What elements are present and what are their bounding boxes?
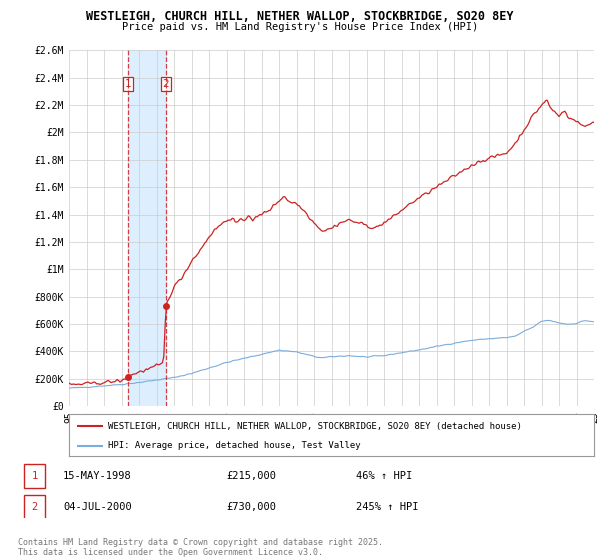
Bar xyxy=(23,495,45,519)
Text: Contains HM Land Registry data © Crown copyright and database right 2025.
This d: Contains HM Land Registry data © Crown c… xyxy=(18,538,383,557)
Text: 15-MAY-1998: 15-MAY-1998 xyxy=(63,471,132,481)
Text: Price paid vs. HM Land Registry's House Price Index (HPI): Price paid vs. HM Land Registry's House … xyxy=(122,22,478,32)
Text: 46% ↑ HPI: 46% ↑ HPI xyxy=(356,471,413,481)
Text: WESTLEIGH, CHURCH HILL, NETHER WALLOP, STOCKBRIDGE, SO20 8EY (detached house): WESTLEIGH, CHURCH HILL, NETHER WALLOP, S… xyxy=(109,422,522,431)
Text: 1: 1 xyxy=(125,79,131,89)
Text: £215,000: £215,000 xyxy=(227,471,277,481)
Text: £730,000: £730,000 xyxy=(227,502,277,512)
Text: WESTLEIGH, CHURCH HILL, NETHER WALLOP, STOCKBRIDGE, SO20 8EY: WESTLEIGH, CHURCH HILL, NETHER WALLOP, S… xyxy=(86,10,514,23)
Text: HPI: Average price, detached house, Test Valley: HPI: Average price, detached house, Test… xyxy=(109,441,361,450)
Text: 04-JUL-2000: 04-JUL-2000 xyxy=(63,502,132,512)
Bar xyxy=(23,464,45,488)
Text: 1: 1 xyxy=(31,471,37,481)
Text: 245% ↑ HPI: 245% ↑ HPI xyxy=(356,502,419,512)
Text: 2: 2 xyxy=(163,79,169,89)
Text: 2: 2 xyxy=(31,502,37,512)
Bar xyxy=(128,50,166,406)
